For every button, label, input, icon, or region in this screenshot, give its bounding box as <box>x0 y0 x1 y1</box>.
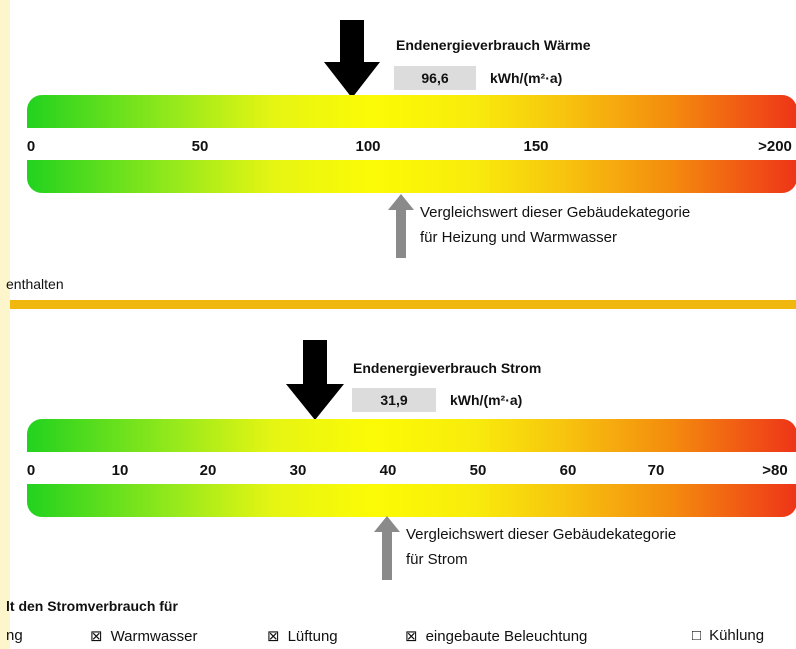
heat-comparison-label: Vergleichswert dieser Gebäudekategorie f… <box>420 200 690 250</box>
heat-tick: 0 <box>26 138 36 155</box>
power-comparison-line2: für Strom <box>406 551 468 568</box>
heat-tick: 100 <box>355 138 381 155</box>
usage-item-beleuchtung[interactable]: ⊠ eingebaute Beleuchtung <box>405 627 587 645</box>
usage-item-label: eingebaute Beleuchtung <box>425 628 588 645</box>
power-tick: 70 <box>647 462 665 479</box>
heat-scale-bar-top <box>27 95 796 128</box>
power-value-arrow-icon <box>286 340 344 420</box>
power-unit: kWh/(m²·a) <box>450 392 523 408</box>
heat-title: Endenergieverbrauch Wärme <box>396 37 591 53</box>
power-title: Endenergieverbrauch Strom <box>353 360 542 376</box>
usage-item-label: Lüftung <box>287 628 338 645</box>
usage-item-label: Warmwasser <box>110 628 198 645</box>
page-edge <box>0 0 10 649</box>
heat-section: Endenergieverbrauch Wärme 96,6 kWh/(m²·a… <box>6 0 796 300</box>
usage-item-kuehlung[interactable]: □ Kühlung <box>692 627 764 644</box>
heat-note: enthalten <box>6 276 64 292</box>
power-tick: >80 <box>762 462 788 479</box>
power-tick: 50 <box>469 462 487 479</box>
unchecked-box-icon: □ <box>692 627 702 644</box>
power-tick: 60 <box>559 462 577 479</box>
usage-heading: lt den Stromverbrauch für <box>6 598 178 614</box>
power-tick: 40 <box>379 462 397 479</box>
power-comparison-arrow-icon <box>374 516 400 580</box>
usage-item: ng <box>6 627 23 644</box>
heat-tick: 150 <box>523 138 549 155</box>
power-section: Endenergieverbrauch Strom 31,9 kWh/(m²·a… <box>6 318 796 649</box>
heat-comparison-line2: für Heizung und Warmwasser <box>420 229 618 246</box>
usage-item-label: ng <box>6 627 23 644</box>
power-value: 31,9 <box>352 388 436 412</box>
energy-certificate-page: Endenergieverbrauch Wärme 96,6 kWh/(m²·a… <box>6 0 796 649</box>
power-tick: 0 <box>26 462 36 479</box>
usage-item-lueftung[interactable]: ⊠ Lüftung <box>267 627 338 645</box>
power-comparison-line1: Vergleichswert dieser Gebäudekategorie <box>406 526 677 543</box>
power-tick: 20 <box>199 462 217 479</box>
heat-unit: kWh/(m²·a) <box>490 70 563 86</box>
section-divider <box>10 300 796 309</box>
heat-tick: >200 <box>758 138 792 155</box>
heat-value: 96,6 <box>394 66 476 90</box>
heat-comparison-arrow-icon <box>388 194 414 258</box>
usage-item-warmwasser[interactable]: ⊠ Warmwasser <box>90 627 198 645</box>
power-tick: 30 <box>289 462 307 479</box>
heat-value-arrow-icon <box>324 20 380 98</box>
usage-item-label: Kühlung <box>709 627 765 644</box>
checked-box-icon: ⊠ <box>267 628 280 645</box>
heat-tick: 50 <box>191 138 209 155</box>
power-scale-bar-bottom <box>27 484 796 517</box>
power-comparison-label: Vergleichswert dieser Gebäudekategorie f… <box>406 522 676 572</box>
heat-scale-bar-bottom <box>27 160 796 193</box>
heat-comparison-line1: Vergleichswert dieser Gebäudekategorie <box>420 204 691 221</box>
checked-box-icon: ⊠ <box>90 628 103 645</box>
checked-box-icon: ⊠ <box>405 628 418 645</box>
power-tick: 10 <box>111 462 129 479</box>
power-scale-bar-top <box>27 419 796 452</box>
